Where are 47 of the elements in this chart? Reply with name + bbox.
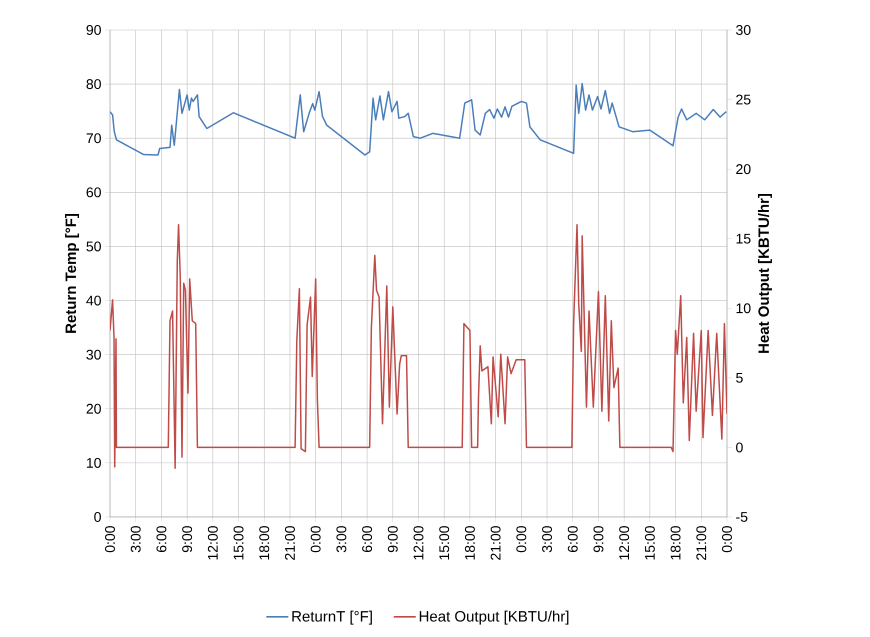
x-tick-label: 15:00: [439, 526, 450, 560]
y2-tick-label: -5: [736, 512, 748, 522]
x-tick-label: 0:00: [722, 526, 732, 552]
x-tick-label: 0:00: [105, 526, 115, 552]
x-tick-label: 9:00: [182, 526, 192, 552]
y2-tick-label: 30: [736, 25, 751, 35]
x-tick-label: 12:00: [619, 526, 630, 560]
legend-label: ReturnT [°F]: [292, 610, 372, 625]
x-tick-label: 12:00: [208, 526, 218, 560]
x-tick-label: 18:00: [464, 526, 475, 560]
y-tick-label: 30: [86, 350, 101, 360]
x-tick-label: 18:00: [670, 526, 681, 560]
y2-tick-label: 25: [736, 94, 751, 105]
x-tick-label: 0:00: [310, 526, 321, 552]
x-tick-label: 6:00: [568, 526, 578, 552]
y-tick-label: 90: [86, 25, 101, 35]
y2-tick-label: 20: [736, 164, 751, 174]
x-tick-label: 3:00: [130, 526, 141, 552]
x-tick-label: 15:00: [644, 526, 655, 560]
x-tick-label: 6:00: [362, 526, 372, 552]
x-tick-label: 3:00: [542, 526, 552, 552]
x-tick-label: 21:00: [284, 526, 295, 560]
y2-tick-label: 10: [736, 303, 751, 314]
y-tick-label: 0: [94, 512, 101, 522]
x-tick-label: 12:00: [414, 526, 424, 560]
y-axis-title: Return Temp [°F]: [65, 214, 80, 333]
x-tick-label: 6:00: [156, 526, 166, 552]
x-tick-label: 15:00: [234, 526, 244, 560]
x-tick-label: 9:00: [593, 526, 604, 552]
x-tick-label: 0:00: [516, 526, 526, 552]
x-tick-label: 18:00: [259, 526, 270, 560]
y-tick-label: 20: [86, 404, 101, 414]
y-tick-label: 60: [86, 187, 101, 198]
legend-label: Heat Output [KBTU/hr]: [420, 610, 568, 625]
y2-tick-label: 15: [736, 234, 751, 244]
y-tick-label: 10: [86, 458, 101, 468]
x-tick-label: 9:00: [388, 526, 398, 552]
y-tick-label: 80: [86, 79, 101, 90]
x-tick-label: 3:00: [336, 526, 346, 552]
x-tick-label: 21:00: [696, 526, 706, 560]
y2-tick-label: 0: [736, 442, 743, 452]
x-tick-label: 21:00: [490, 526, 501, 560]
y-tick-label: 40: [86, 296, 101, 306]
y2-axis-title: Heat Output [KBTU/hr]: [758, 194, 772, 353]
y2-tick-label: 5: [736, 372, 743, 383]
y-tick-label: 70: [86, 133, 101, 144]
y-tick-label: 50: [86, 241, 101, 252]
